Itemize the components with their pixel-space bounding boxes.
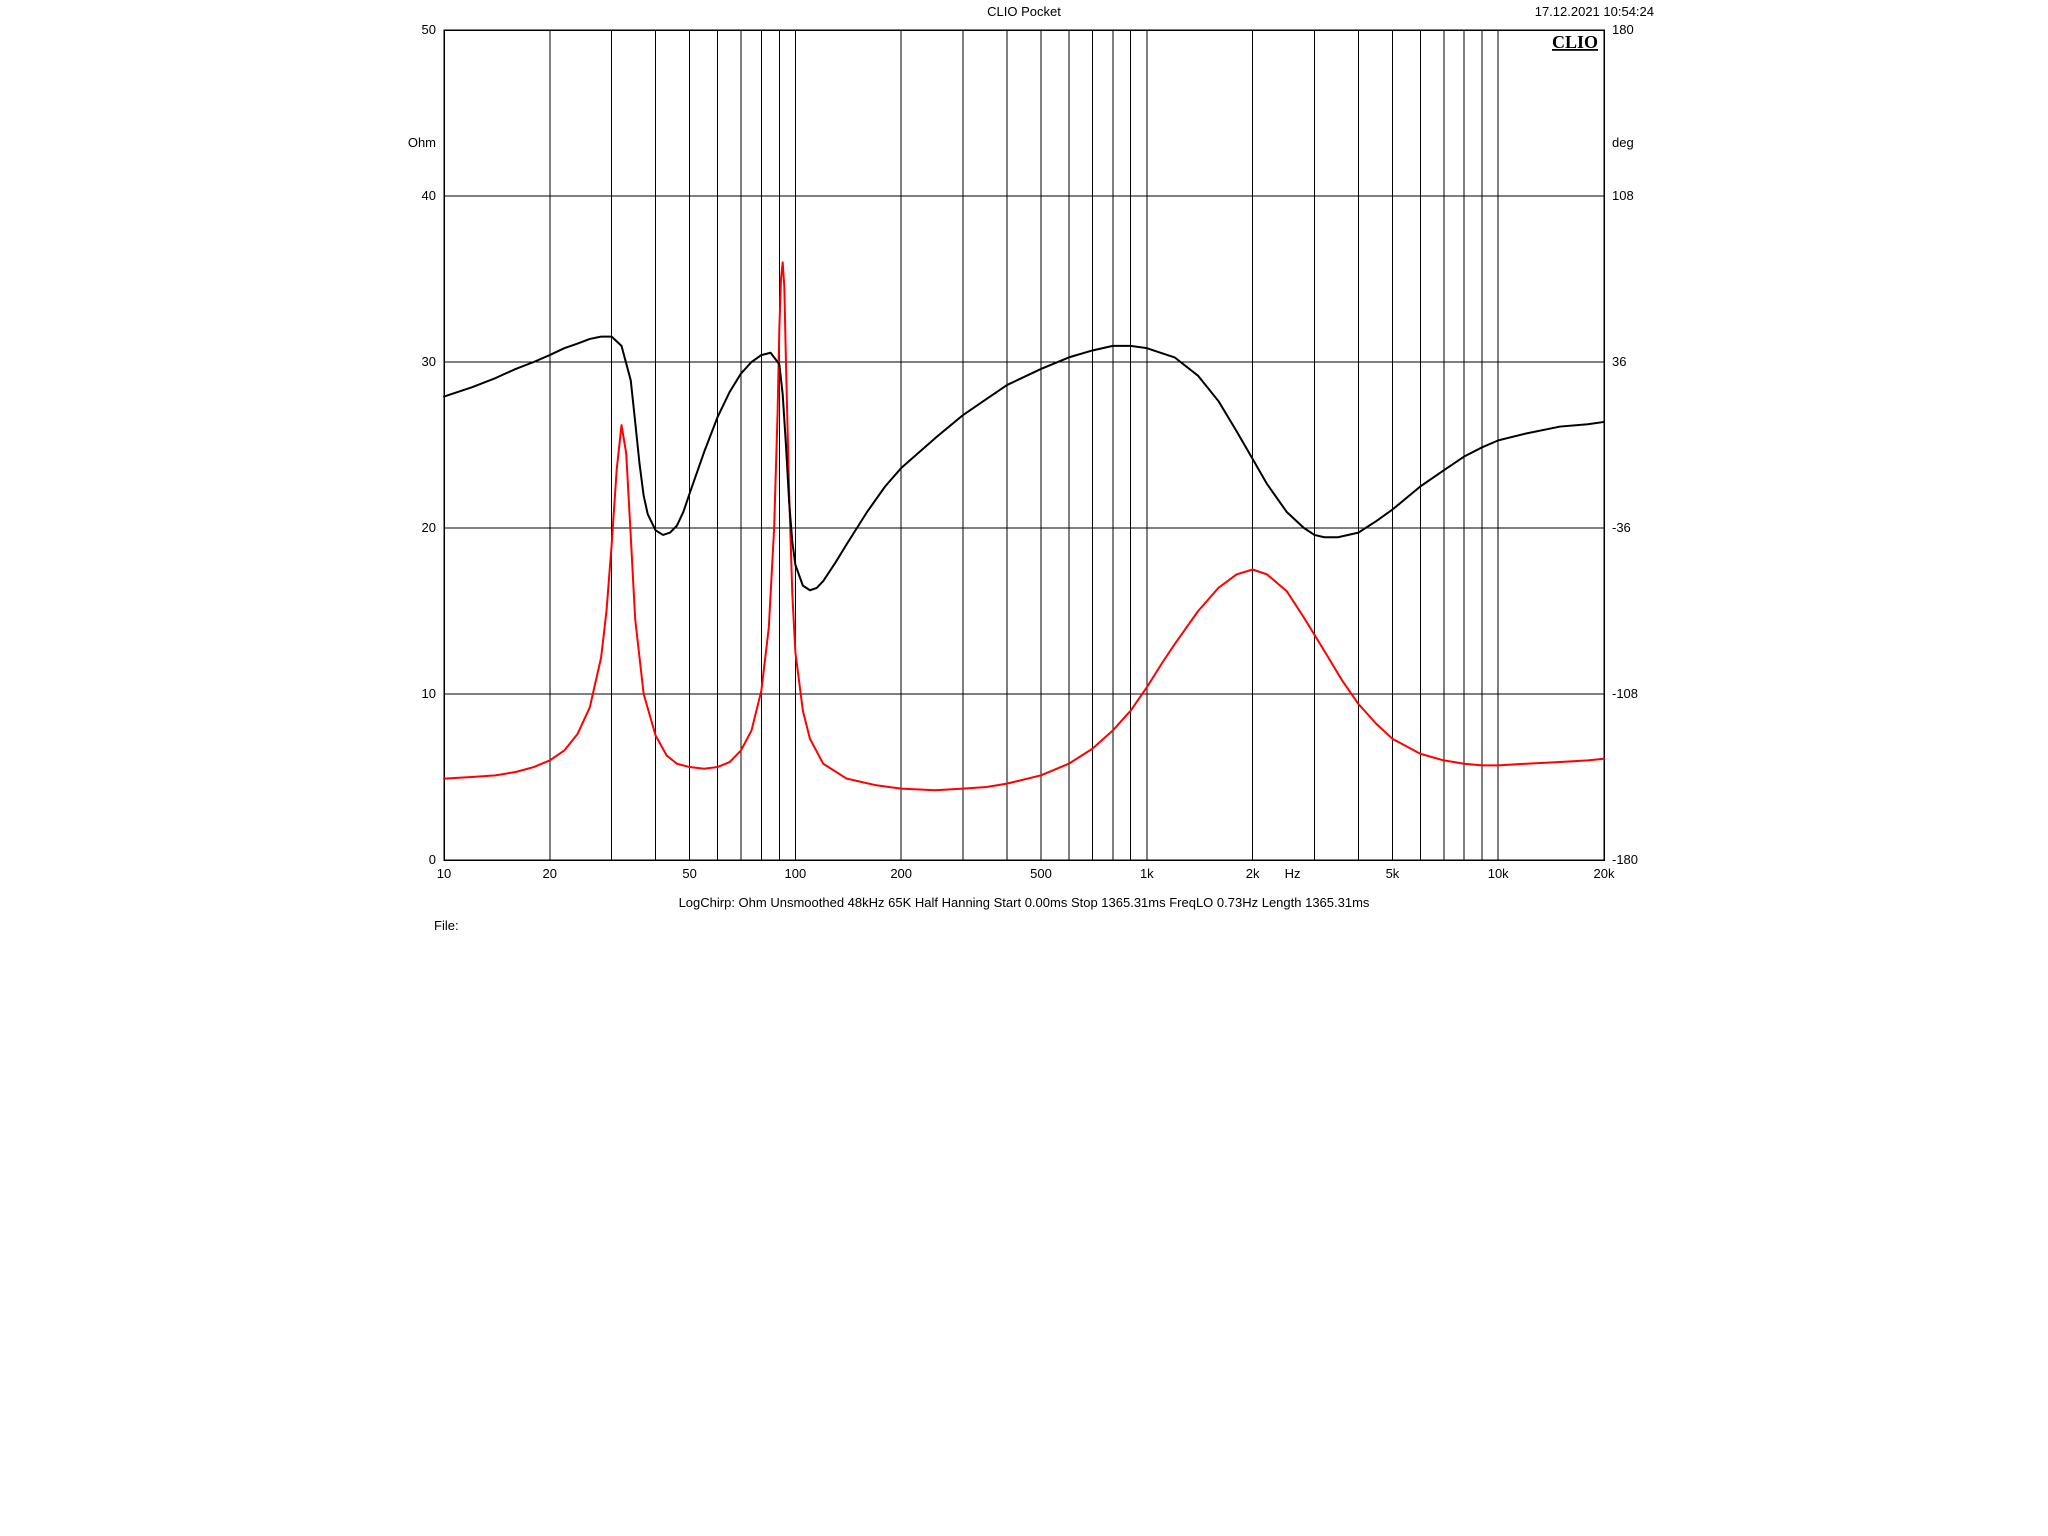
svg-text:108: 108 bbox=[1612, 188, 1634, 203]
svg-text:2k: 2k bbox=[1246, 866, 1260, 881]
svg-text:20k: 20k bbox=[1594, 866, 1615, 881]
svg-text:200: 200 bbox=[890, 866, 912, 881]
svg-text:Hz: Hz bbox=[1285, 866, 1301, 881]
svg-text:30: 30 bbox=[422, 354, 436, 369]
y-axis-left-label: Ohm bbox=[396, 135, 436, 150]
svg-text:50: 50 bbox=[422, 22, 436, 37]
footer-info: LogChirp: Ohm Unsmoothed 48kHz 65K Half … bbox=[384, 895, 1664, 910]
svg-text:50: 50 bbox=[682, 866, 696, 881]
svg-text:-108: -108 bbox=[1612, 686, 1638, 701]
svg-text:10: 10 bbox=[422, 686, 436, 701]
svg-text:0: 0 bbox=[429, 852, 436, 867]
svg-text:20: 20 bbox=[422, 520, 436, 535]
svg-text:-36: -36 bbox=[1612, 520, 1631, 535]
svg-text:20: 20 bbox=[543, 866, 557, 881]
svg-text:40: 40 bbox=[422, 188, 436, 203]
svg-text:36: 36 bbox=[1612, 354, 1626, 369]
svg-text:-180: -180 bbox=[1612, 852, 1638, 867]
chart-canvas: 1020501002005001k2k5k10k20kHz01020304050… bbox=[384, 0, 1664, 940]
svg-text:CLIO: CLIO bbox=[1552, 32, 1598, 52]
svg-text:10: 10 bbox=[437, 866, 451, 881]
svg-text:1k: 1k bbox=[1140, 866, 1154, 881]
svg-text:180: 180 bbox=[1612, 22, 1634, 37]
chart-page: CLIO Pocket 17.12.2021 10:54:24 10205010… bbox=[384, 0, 1664, 960]
file-label: File: bbox=[434, 918, 459, 933]
svg-text:500: 500 bbox=[1030, 866, 1052, 881]
svg-text:5k: 5k bbox=[1386, 866, 1400, 881]
svg-text:10k: 10k bbox=[1488, 866, 1509, 881]
svg-text:100: 100 bbox=[785, 866, 807, 881]
y-axis-right-label: deg bbox=[1612, 135, 1634, 150]
